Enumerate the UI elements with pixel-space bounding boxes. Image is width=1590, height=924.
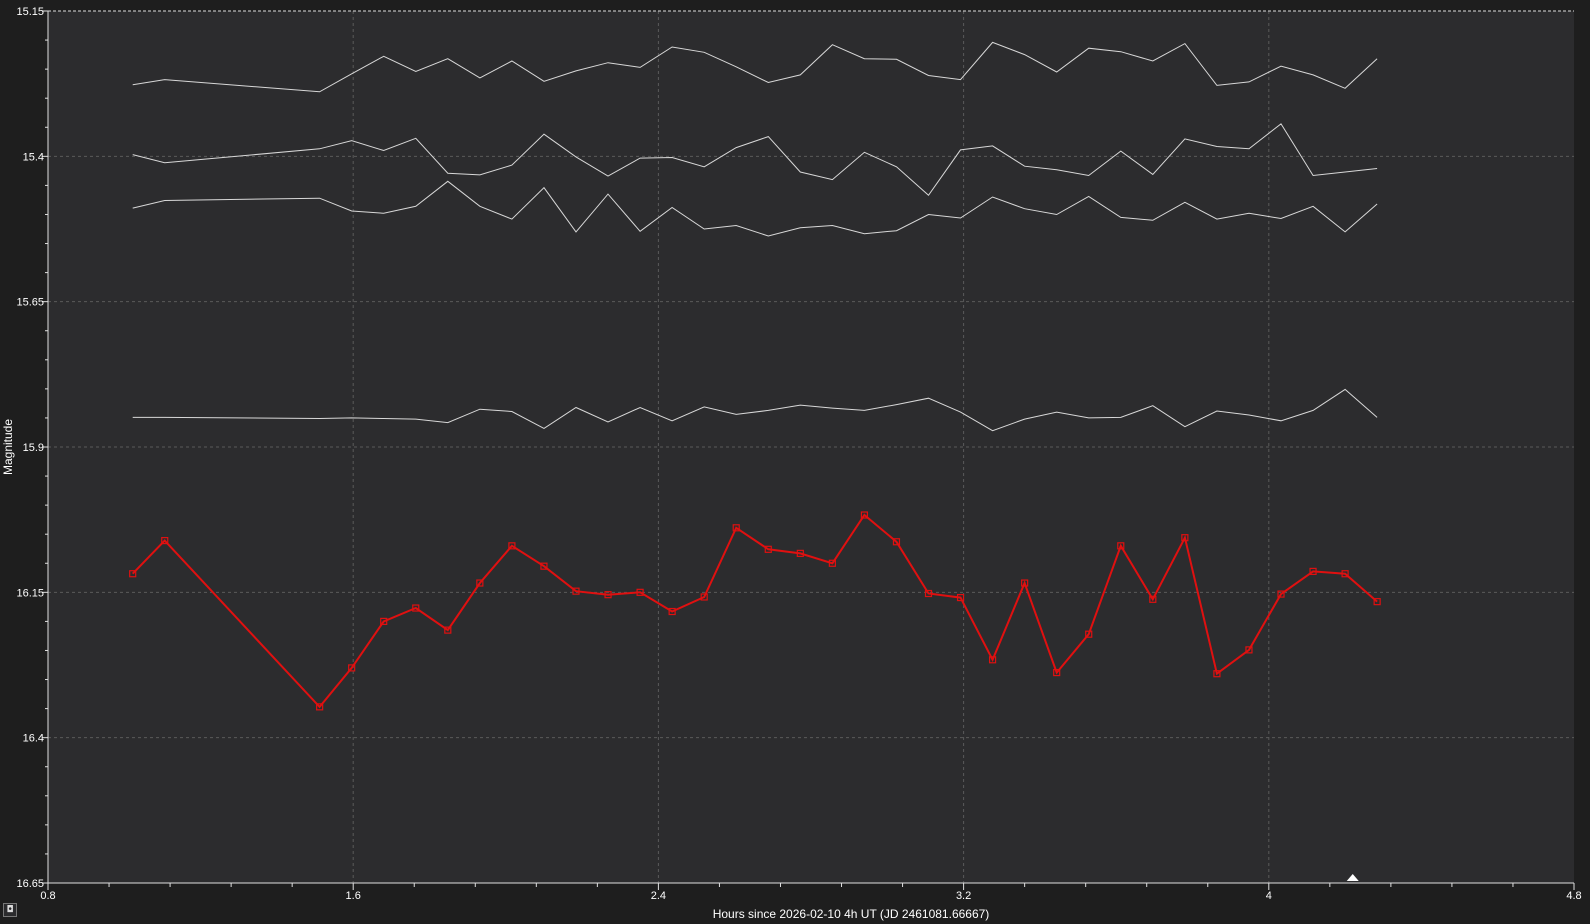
y-tick-label: 16.15 [16, 587, 44, 599]
x-tick-label: 0.8 [40, 890, 55, 902]
data-point[interactable] [1373, 598, 1381, 606]
data-point[interactable] [161, 536, 169, 545]
x-tick-label: 4.8 [1566, 890, 1581, 902]
data-point[interactable] [316, 703, 324, 711]
data-point[interactable] [924, 589, 933, 598]
data-point[interactable] [412, 604, 420, 612]
y-tick-label: 15.65 [16, 297, 44, 309]
options-button[interactable]: ◘ [3, 903, 17, 917]
comparison-series-line-4 [132, 388, 1378, 432]
target-series-line [131, 513, 1378, 709]
data-point[interactable] [956, 593, 965, 602]
data-point[interactable] [1149, 595, 1157, 603]
comparison-series-line-2 [132, 123, 1378, 197]
y-tick-label: 15.4 [23, 151, 44, 163]
data-point[interactable] [129, 570, 137, 578]
data-point[interactable] [604, 591, 612, 599]
data-point[interactable] [860, 511, 869, 519]
data-point[interactable] [796, 549, 804, 557]
comparison-series-line-3 [132, 180, 1378, 237]
x-tick-label: 3.2 [956, 890, 971, 902]
y-axis-title: Magnitude [1, 419, 15, 475]
comparison-series-line-1 [132, 41, 1378, 93]
data-point[interactable] [988, 656, 997, 664]
data-point[interactable] [636, 588, 644, 596]
data-point[interactable] [1277, 590, 1285, 598]
x-tick-label: 1.6 [346, 890, 361, 902]
y-tick-label: 16.4 [23, 733, 44, 745]
y-tick-label: 15.9 [23, 442, 44, 454]
cursor-marker[interactable] [1346, 874, 1359, 881]
data-point[interactable] [476, 579, 484, 587]
data-point[interactable] [1341, 570, 1349, 578]
y-tick-label: 15.15 [16, 6, 44, 18]
data-point[interactable] [380, 617, 388, 626]
data-point[interactable] [828, 559, 836, 567]
data-point[interactable] [540, 562, 548, 570]
data-point[interactable] [348, 664, 356, 672]
data-point[interactable] [1085, 630, 1093, 638]
data-point[interactable] [668, 607, 676, 616]
data-point[interactable] [1309, 567, 1317, 576]
x-tick-label: 4 [1266, 890, 1272, 902]
data-point[interactable] [1053, 668, 1061, 677]
data-point[interactable] [700, 593, 708, 601]
data-point[interactable] [1245, 646, 1253, 654]
data-point[interactable] [444, 626, 452, 634]
data-point[interactable] [508, 542, 516, 550]
x-axis-title: Hours since 2026-02-10 4h UT (JD 2461081… [713, 907, 990, 921]
data-point[interactable] [732, 524, 740, 532]
data-point[interactable] [764, 545, 772, 553]
y-tick-label: 16.65 [16, 878, 44, 890]
data-point[interactable] [572, 587, 580, 595]
data-point[interactable] [892, 538, 901, 546]
data-point[interactable] [1021, 579, 1029, 587]
x-tick-label: 2.4 [651, 890, 666, 902]
data-point[interactable] [1213, 670, 1221, 678]
data-point[interactable] [1117, 542, 1125, 550]
data-point[interactable] [1181, 534, 1189, 542]
